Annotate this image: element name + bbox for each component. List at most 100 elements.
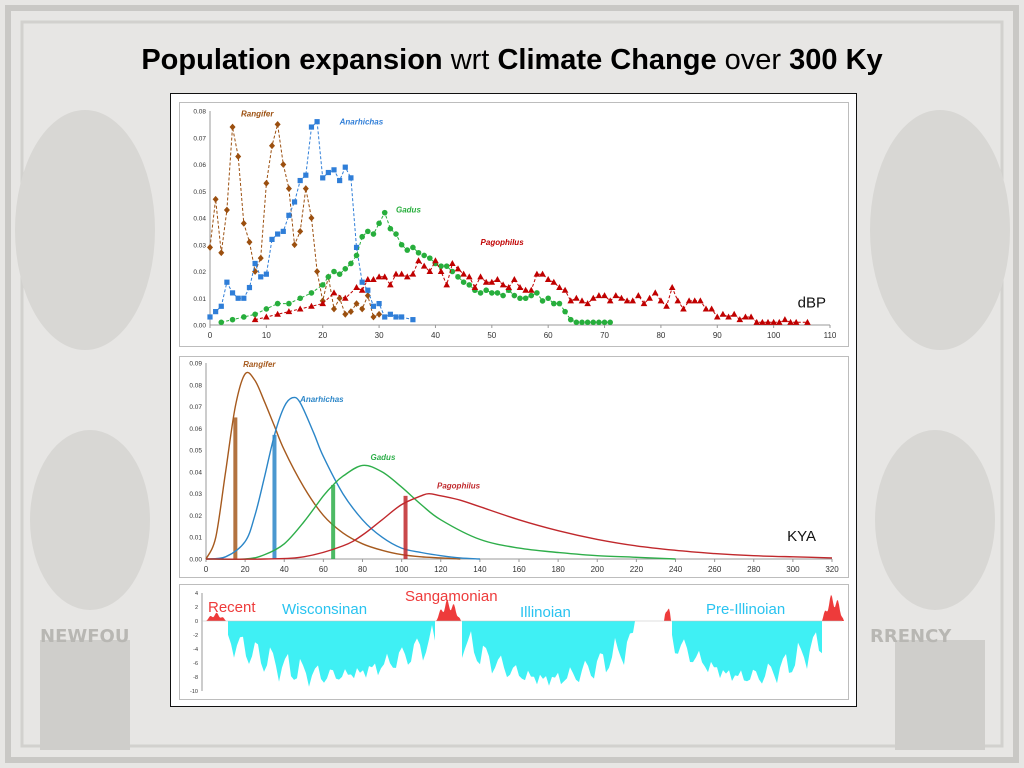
expansion-marker-pagophilus	[403, 495, 408, 559]
data-point	[415, 257, 422, 264]
data-point	[387, 281, 394, 288]
data-point	[410, 317, 416, 323]
y-tick-label: -6	[193, 661, 198, 667]
x-tick-label: 100	[767, 331, 781, 340]
period-label-wisconsinan: Wisconsinan	[282, 601, 367, 618]
y-tick-label: 0.04	[189, 469, 202, 476]
data-point	[291, 199, 298, 205]
data-point	[544, 276, 552, 283]
series-gadus	[205, 464, 676, 561]
data-point	[606, 297, 614, 304]
data-point	[218, 249, 225, 257]
data-point	[331, 167, 337, 173]
y-tick-label: 0.02	[193, 269, 206, 276]
y-tick-label: 0	[195, 619, 198, 625]
data-point	[804, 318, 811, 325]
data-point	[668, 284, 676, 291]
series-label: Pagophilus	[481, 238, 525, 247]
data-point	[629, 297, 637, 304]
data-point	[482, 278, 490, 285]
y-tick-label: 0.06	[189, 426, 202, 433]
x-tick-label: 20	[241, 565, 250, 574]
climate-record-chart: 4 2 0 -2 -4 -6 -8 -10 Recent Wisconsinan Sangamoni…	[190, 588, 844, 695]
data-point	[455, 274, 461, 280]
data-point	[359, 305, 366, 313]
data-point	[398, 241, 405, 248]
y-tick-label: 0.09	[189, 361, 202, 368]
data-point	[567, 297, 575, 304]
figure-frame: 0.00 0.01 0.02 0.03 0.04 0.05 0.06 0.07 0.08 0 10 2…	[170, 93, 857, 707]
data-point	[483, 287, 489, 294]
y-tick-label: 0.01	[193, 296, 206, 303]
data-point	[691, 297, 699, 304]
data-point	[297, 227, 304, 235]
data-point	[562, 308, 568, 315]
x-tick-label: 320	[825, 565, 839, 574]
data-point	[353, 284, 360, 291]
data-point	[646, 294, 653, 301]
data-point	[399, 314, 405, 320]
data-point	[725, 313, 732, 320]
period-label-illinoian: Illinoian	[520, 604, 571, 621]
data-point	[556, 284, 563, 291]
y-tick-label: 0.00	[193, 323, 206, 330]
y-tick-label: -2	[193, 633, 198, 639]
data-point	[466, 282, 473, 288]
data-point	[223, 206, 230, 214]
x-tick-label: 90	[713, 331, 722, 340]
svg-text:RRENCY: RRENCY	[870, 626, 952, 647]
x-tick-label: 50	[487, 331, 496, 340]
y-tick-label: 0.07	[193, 135, 206, 142]
kya-density-panel: 0.00 0.01 0.02 0.03 0.04 0.05 0.06 0.07 0.08 0.09…	[179, 356, 849, 578]
period-label-sangamonian: Sangamonian	[405, 588, 498, 605]
data-point	[517, 295, 523, 302]
data-point	[308, 124, 315, 130]
data-point	[663, 302, 670, 309]
x-tick-label: 80	[656, 331, 665, 340]
data-point	[275, 231, 281, 237]
x-tick-label: 0	[204, 565, 209, 574]
data-point	[601, 292, 608, 299]
series-label: Gadus	[371, 453, 396, 462]
series-label: Pagophilus	[437, 481, 481, 490]
data-point	[269, 236, 275, 242]
x-tick-label: 220	[630, 565, 644, 574]
data-point	[364, 276, 372, 283]
data-point	[358, 286, 366, 293]
warm-period-area	[436, 599, 461, 621]
data-point	[432, 257, 439, 264]
x-tick-label: 40	[280, 565, 289, 574]
data-point	[331, 268, 337, 275]
y-tick-label: 0.00	[189, 557, 202, 564]
data-point	[775, 318, 783, 325]
y-tick-label: 0.05	[189, 448, 202, 455]
dbp-scatter-chart: 0.00 0.01 0.02 0.03 0.04 0.05 0.06 0.07 0.08 0 10 2…	[193, 109, 837, 341]
data-point	[465, 273, 473, 280]
warm-period-area	[822, 594, 844, 621]
series-anarhichas	[207, 119, 416, 323]
data-point	[246, 284, 253, 291]
title-part5: 300 Ky	[789, 44, 883, 76]
data-point	[336, 294, 343, 302]
data-point	[392, 270, 400, 277]
data-point	[404, 247, 411, 253]
page-title: Population expansion wrt Climate Change …	[0, 44, 1024, 77]
data-point	[494, 276, 501, 283]
period-label-pre-illinoian: Pre-Illinoian	[706, 601, 785, 618]
x-tick-label: 70	[600, 331, 609, 340]
data-point	[286, 300, 292, 307]
expansion-marker-rangifer	[233, 417, 238, 559]
data-point	[370, 231, 377, 237]
data-point	[607, 319, 613, 326]
data-point	[471, 284, 479, 291]
data-point	[274, 310, 281, 317]
data-point	[618, 294, 625, 301]
data-point	[697, 297, 704, 304]
data-point	[387, 225, 394, 232]
data-point	[680, 305, 687, 312]
data-point	[511, 292, 518, 299]
series-label: Gadus	[396, 206, 421, 215]
x-tick-label: 0	[208, 331, 213, 340]
data-point	[393, 314, 399, 320]
data-point	[612, 292, 620, 299]
